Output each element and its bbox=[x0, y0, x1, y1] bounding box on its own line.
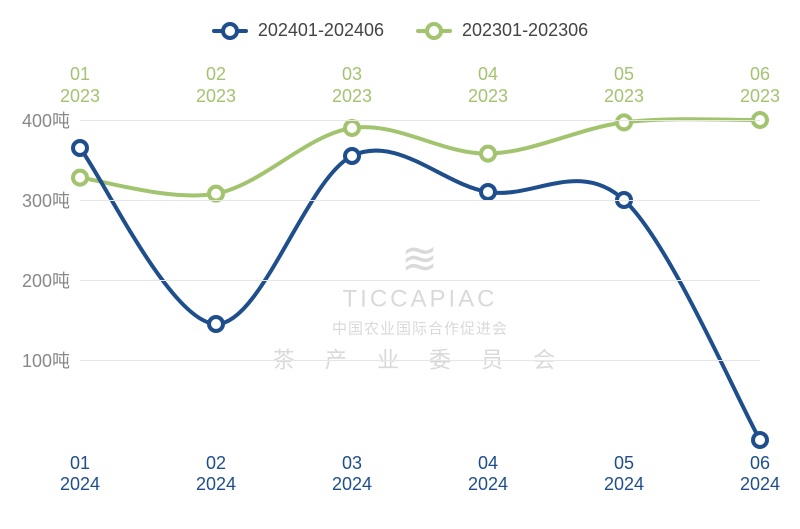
gridline bbox=[80, 200, 760, 201]
x-top-tick: 032023 bbox=[322, 64, 382, 107]
y-tick-label: 400吨 bbox=[22, 107, 80, 133]
x-top-tick: 062023 bbox=[730, 64, 790, 107]
x-bottom-tick: 052024 bbox=[594, 453, 654, 496]
plot-area: ≋ TICCAPIAC 中国农业国际合作促进会 茶 产 业 委 员 会 100吨… bbox=[80, 120, 760, 440]
series-marker bbox=[753, 433, 767, 447]
series-marker bbox=[73, 141, 87, 155]
gridline bbox=[80, 360, 760, 361]
series-marker bbox=[481, 185, 495, 199]
y-tick-label: 200吨 bbox=[22, 267, 80, 293]
gridline bbox=[80, 120, 760, 121]
x-bottom-tick: 062024 bbox=[730, 453, 790, 496]
y-tick-label: 100吨 bbox=[22, 347, 80, 373]
series-marker bbox=[73, 171, 87, 185]
series-marker bbox=[345, 149, 359, 163]
x-top-tick: 052023 bbox=[594, 64, 654, 107]
series-line bbox=[80, 119, 760, 195]
legend-item-series-a: 202401-202406 bbox=[212, 20, 384, 41]
series-line bbox=[80, 148, 760, 440]
x-bottom-tick: 032024 bbox=[322, 453, 382, 496]
series-marker bbox=[617, 115, 631, 129]
legend-dot-b bbox=[425, 22, 443, 40]
series-marker bbox=[481, 147, 495, 161]
x-bottom-tick: 042024 bbox=[458, 453, 518, 496]
x-top-tick: 042023 bbox=[458, 64, 518, 107]
legend-label-b: 202301-202306 bbox=[462, 20, 588, 41]
legend-item-series-b: 202301-202306 bbox=[416, 20, 588, 41]
x-top-tick: 022023 bbox=[186, 64, 246, 107]
legend: 202401-202406 202301-202306 bbox=[0, 20, 800, 41]
x-bottom-tick: 022024 bbox=[186, 453, 246, 496]
x-bottom-tick: 012024 bbox=[50, 453, 110, 496]
gridline bbox=[80, 280, 760, 281]
chart-container: 202401-202406 202301-202306 ≋ TICCAPIAC … bbox=[0, 0, 800, 529]
legend-dot-a bbox=[221, 22, 239, 40]
y-tick-label: 300吨 bbox=[22, 187, 80, 213]
legend-swatch-b bbox=[416, 21, 452, 41]
series-marker bbox=[209, 317, 223, 331]
series-marker bbox=[209, 187, 223, 201]
legend-label-a: 202401-202406 bbox=[258, 20, 384, 41]
legend-swatch-a bbox=[212, 21, 248, 41]
x-top-tick: 012023 bbox=[50, 64, 110, 107]
series-marker bbox=[345, 121, 359, 135]
